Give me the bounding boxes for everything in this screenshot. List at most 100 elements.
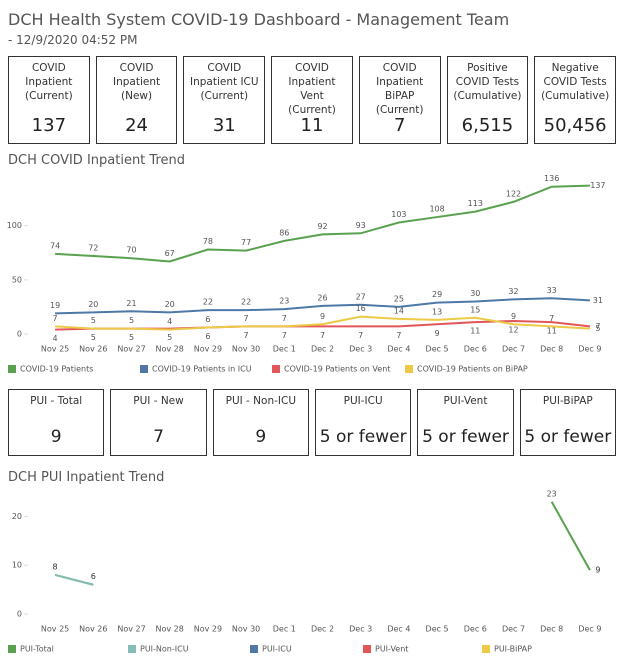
data-label: 23 [547, 489, 557, 498]
chart-title: DCH PUI Inpatient Trend [8, 470, 165, 485]
kpi-card: COVID Inpatient ICU (Current) 31 [183, 56, 266, 144]
kpi-card: COVID Inpatient (New) 24 [95, 56, 178, 144]
x-tick-label: Dec 8 [540, 345, 563, 354]
series-line [55, 315, 590, 331]
data-label: 19 [50, 301, 60, 310]
kpi-value: 6,515 [461, 115, 514, 136]
kpi-label: PUI - Total [30, 395, 83, 407]
kpi-label: COVID Inpatient ICU (Current) [189, 62, 259, 102]
x-tick-label: Nov 27 [117, 625, 145, 634]
kpi-label: PUI - New [133, 395, 184, 407]
kpi-card: PUI-BiPAP 5 or fewer [519, 389, 616, 456]
kpi-card: PUI-ICU 5 or fewer [315, 389, 412, 456]
data-label: 30 [470, 289, 480, 298]
legend-label: PUI-Total [20, 645, 54, 654]
kpi-value: 7 [393, 115, 406, 136]
kpi-value: 50,456 [543, 115, 607, 136]
data-label: 72 [88, 244, 98, 253]
x-tick-label: Dec 2 [311, 625, 334, 634]
data-label: 7 [53, 314, 58, 323]
kpi-label: Negative COVID Tests (Cumulative) [541, 62, 610, 102]
data-label: 77 [241, 238, 251, 247]
kpi-card: COVID Inpatient (Current) 137 [8, 56, 90, 144]
legend-label: PUI-Non-ICU [140, 645, 189, 654]
kpi-label: COVID Inpatient Vent (Current) [288, 62, 336, 116]
series-line [55, 184, 590, 263]
data-label: 7 [320, 331, 325, 340]
data-label: 13 [432, 307, 442, 316]
legend-label: PUI-ICU [262, 645, 292, 654]
kpi-label: PUI - Non-ICU [225, 395, 297, 407]
legend-label: PUI-Vent [375, 645, 408, 654]
kpi-card: PUI - Total 9 [8, 389, 105, 456]
data-label: 7 [396, 331, 401, 340]
data-label: 6 [205, 315, 210, 324]
x-tick-label: Dec 3 [349, 345, 372, 354]
data-label: 92 [317, 222, 327, 231]
kpi-card: Positive COVID Tests (Cumulative) 6,515 [446, 56, 529, 144]
data-label: 5 [595, 324, 600, 333]
x-tick-label: Nov 29 [194, 625, 222, 634]
x-tick-label: Nov 28 [156, 345, 184, 354]
data-label: 7 [282, 331, 287, 340]
series-line [55, 297, 590, 315]
data-label: 122 [506, 189, 521, 198]
kpi-value: 7 [153, 427, 164, 447]
data-label: 6 [91, 572, 96, 581]
x-tick-label: Nov 30 [232, 625, 260, 634]
legend-swatch [8, 645, 16, 653]
data-label: 8 [53, 562, 58, 571]
data-label: 67 [165, 249, 175, 258]
data-label: 103 [391, 210, 406, 219]
x-tick-label: Dec 7 [502, 625, 525, 634]
x-tick-label: Nov 25 [41, 625, 69, 634]
kpi-value: 11 [300, 115, 324, 136]
y-tick-label: 10 [12, 561, 22, 570]
y-tick-label: 20 [12, 512, 22, 521]
kpi-value: 5 or fewer [422, 427, 509, 447]
data-label: 15 [470, 305, 480, 314]
x-tick-label: Dec 5 [426, 345, 449, 354]
data-label: 9 [320, 312, 325, 321]
data-label: 25 [394, 294, 404, 303]
data-label: 9 [435, 329, 440, 338]
legend-label: COVID-19 Patients [20, 365, 93, 374]
y-tick-label: 0 [17, 330, 22, 339]
legend-swatch [8, 365, 16, 373]
data-label: 7 [358, 331, 363, 340]
y-tick-label: 0 [17, 610, 22, 619]
data-label: 20 [88, 300, 98, 309]
data-label: 6 [91, 572, 96, 581]
data-label: 6 [205, 332, 210, 341]
data-label: 16 [356, 304, 366, 313]
legend-swatch [250, 645, 258, 653]
series-line [55, 570, 590, 585]
kpi-card: PUI-Vent 5 or fewer [417, 389, 514, 456]
x-tick-label: Nov 30 [232, 345, 260, 354]
kpi-card: COVID Inpatient BiPAP (Current) 7 [358, 56, 441, 144]
data-label: 21 [126, 299, 136, 308]
y-tick-label: 50 [12, 275, 22, 284]
legend-label: PUI-BiPAP [494, 645, 532, 654]
data-label: 11 [547, 327, 557, 336]
data-label: 9 [595, 566, 600, 575]
data-label: 20 [165, 300, 175, 309]
x-tick-label: Dec 9 [578, 625, 601, 634]
x-tick-label: Dec 1 [273, 345, 296, 354]
data-label: 5 [91, 316, 96, 325]
legend-swatch [128, 645, 136, 653]
data-label: 14 [394, 306, 404, 315]
kpi-label: PUI-Vent [443, 395, 488, 407]
x-tick-label: Dec 9 [578, 345, 601, 354]
data-label: 9 [511, 312, 516, 321]
legend-swatch [405, 365, 413, 373]
legend-swatch [363, 645, 371, 653]
data-label: 23 [279, 297, 289, 306]
x-tick-label: Dec 6 [464, 345, 487, 354]
legend-swatch [272, 365, 280, 373]
legend-label: COVID-19 Patients on BiPAP [417, 365, 528, 374]
data-label: 27 [356, 292, 366, 301]
kpi-value: 9 [255, 427, 267, 447]
data-label: 7 [595, 322, 600, 331]
